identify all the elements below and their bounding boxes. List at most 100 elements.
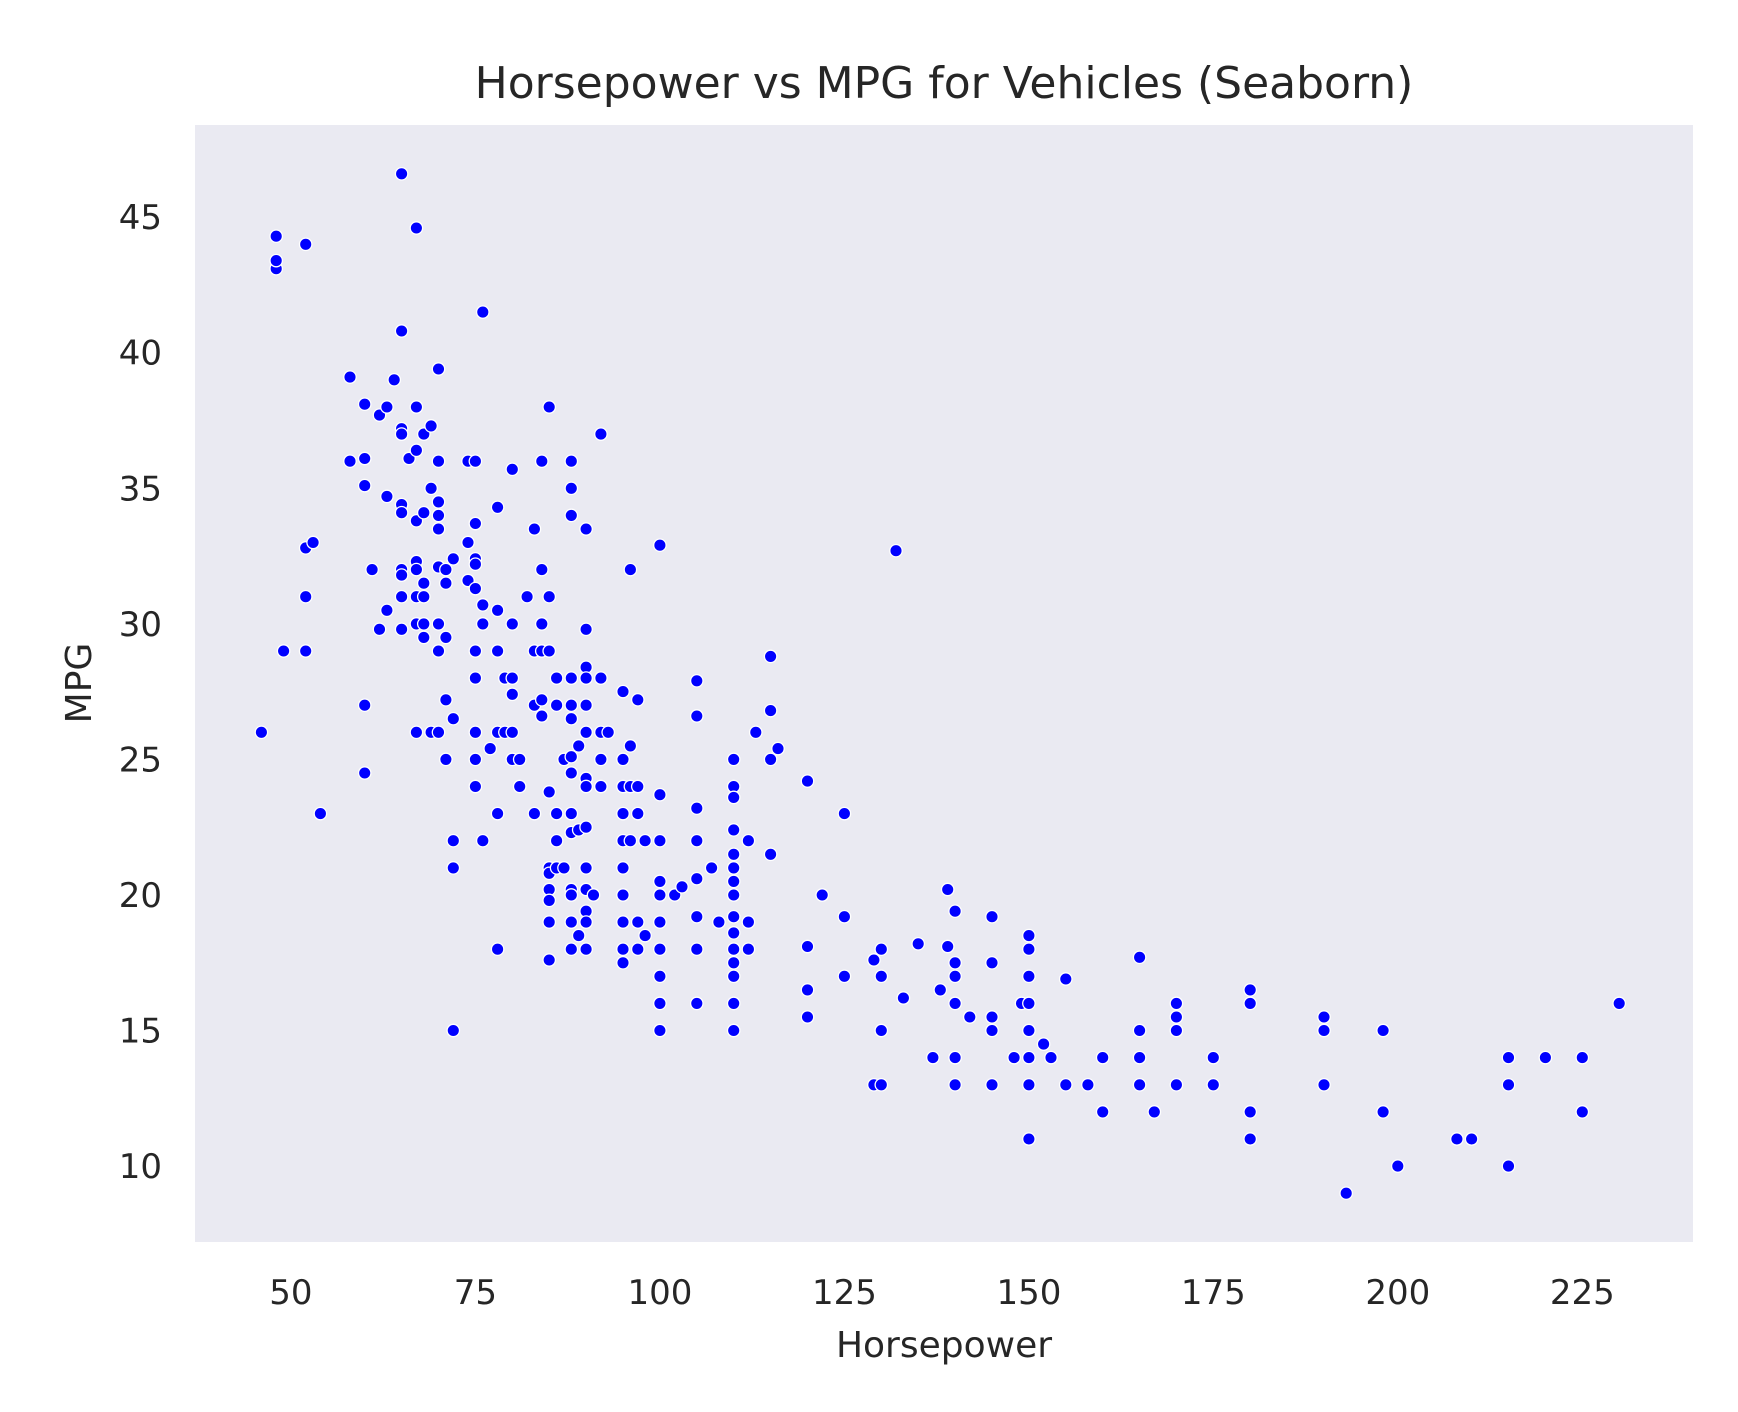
scatter-point (1376, 1023, 1390, 1038)
scatter-point (579, 698, 593, 713)
scatter-point (689, 833, 704, 848)
scatter-point (490, 603, 505, 618)
scatter-point (653, 942, 667, 957)
scatter-point (394, 166, 409, 181)
x-tick-label: 100 (627, 1273, 692, 1313)
scatter-point (468, 725, 483, 740)
scatter-point (726, 847, 741, 862)
scatter-point (1612, 996, 1627, 1011)
scatter-point (867, 953, 881, 967)
scatter-point (505, 462, 520, 477)
scatter-point (1044, 1050, 1058, 1065)
scatter-point (763, 703, 778, 718)
scatter-point (1169, 1023, 1184, 1038)
scatter-point (468, 516, 483, 531)
scatter-point (416, 589, 431, 604)
scatter-point (874, 942, 889, 957)
scatter-point (911, 936, 926, 951)
scatter-point (630, 779, 645, 794)
scatter-point (542, 915, 557, 929)
scatter-point (1390, 1159, 1405, 1173)
scatter-point (564, 508, 579, 523)
scatter-point (653, 1023, 667, 1038)
scatter-point (343, 370, 357, 384)
scatter-point (505, 687, 520, 702)
scatter-point (741, 915, 756, 929)
scatter-point (534, 562, 549, 577)
scatter-point (527, 806, 542, 821)
scatter-point (416, 576, 431, 591)
scatter-point (1450, 1132, 1464, 1146)
y-tick-label: 15 (119, 1012, 162, 1052)
scatter-point (446, 1023, 461, 1038)
scatter-point (1022, 928, 1036, 943)
scatter-point (1575, 1105, 1590, 1119)
scatter-point (616, 752, 630, 767)
scatter-point (298, 644, 313, 658)
scatter-point (579, 622, 593, 637)
scatter-point (431, 725, 446, 740)
scatter-point (1501, 1077, 1516, 1092)
scatter-point (512, 752, 527, 767)
scatter-point (653, 538, 667, 553)
scatter-point (1022, 1050, 1036, 1065)
scatter-point (571, 928, 586, 943)
scatter-point (726, 955, 741, 970)
scatter-point (416, 505, 431, 520)
scatter-point (1132, 950, 1147, 965)
x-tick-label: 200 (1365, 1273, 1430, 1313)
scatter-point (357, 478, 372, 493)
scatter-point (741, 942, 756, 957)
scatter-point (616, 955, 630, 970)
scatter-point (1206, 1077, 1221, 1092)
scatter-point (1376, 1105, 1390, 1119)
x-tick-label: 175 (1181, 1273, 1246, 1313)
scatter-point (416, 630, 431, 645)
scatter-point (387, 372, 402, 387)
scatter-point (985, 1023, 999, 1038)
scatter-point (948, 969, 962, 984)
scatter-point (357, 698, 372, 713)
scatter-point (601, 725, 616, 740)
scatter-point (1243, 996, 1258, 1011)
scatter-point (1058, 1077, 1073, 1092)
scatter-point (948, 1050, 962, 1065)
scatter-point (475, 598, 490, 612)
scatter-point (1132, 1050, 1147, 1065)
scatter-point (475, 617, 490, 631)
scatter-point (269, 229, 284, 244)
scatter-point (1243, 983, 1258, 997)
scatter-point (409, 221, 424, 235)
scatter-point (800, 939, 815, 954)
scatter-point (1007, 1050, 1021, 1065)
scatter-point (933, 983, 948, 997)
scatter-point (638, 928, 652, 943)
scatter-point (638, 833, 652, 848)
scatter-point (446, 711, 461, 726)
y-tick-label: 35 (119, 469, 162, 509)
scatter-point (579, 522, 593, 536)
y-tick-label: 25 (119, 740, 162, 780)
scatter-point (483, 741, 498, 756)
scatter-point (446, 861, 461, 875)
scatter-point (439, 692, 453, 707)
scatter-point (542, 893, 557, 908)
scatter-point (1317, 1023, 1331, 1038)
scatter-point (653, 833, 667, 848)
scatter-point (726, 996, 741, 1011)
scatter-point (653, 996, 667, 1011)
scatter-point (564, 888, 579, 902)
scatter-point (1147, 1105, 1162, 1119)
scatter-point (446, 551, 461, 566)
plot-area (195, 125, 1693, 1242)
x-axis-label: Horsepower (836, 1325, 1052, 1366)
scatter-point (1575, 1050, 1590, 1065)
y-tick-labels: 10 15 20 25 30 35 40 45 (119, 198, 162, 1187)
y-tick-label: 20 (119, 876, 162, 916)
scatter-point (726, 823, 741, 837)
scatter-point (837, 806, 852, 821)
scatter-point (1243, 1132, 1258, 1146)
scatter-point (542, 644, 557, 658)
scatter-point (940, 939, 955, 954)
